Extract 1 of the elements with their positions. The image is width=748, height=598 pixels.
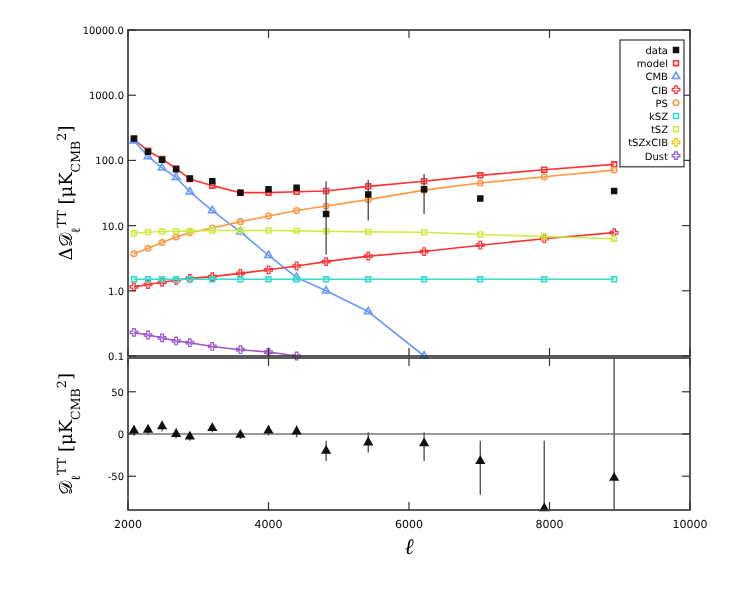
x-axis-title: ℓ: [404, 534, 415, 560]
